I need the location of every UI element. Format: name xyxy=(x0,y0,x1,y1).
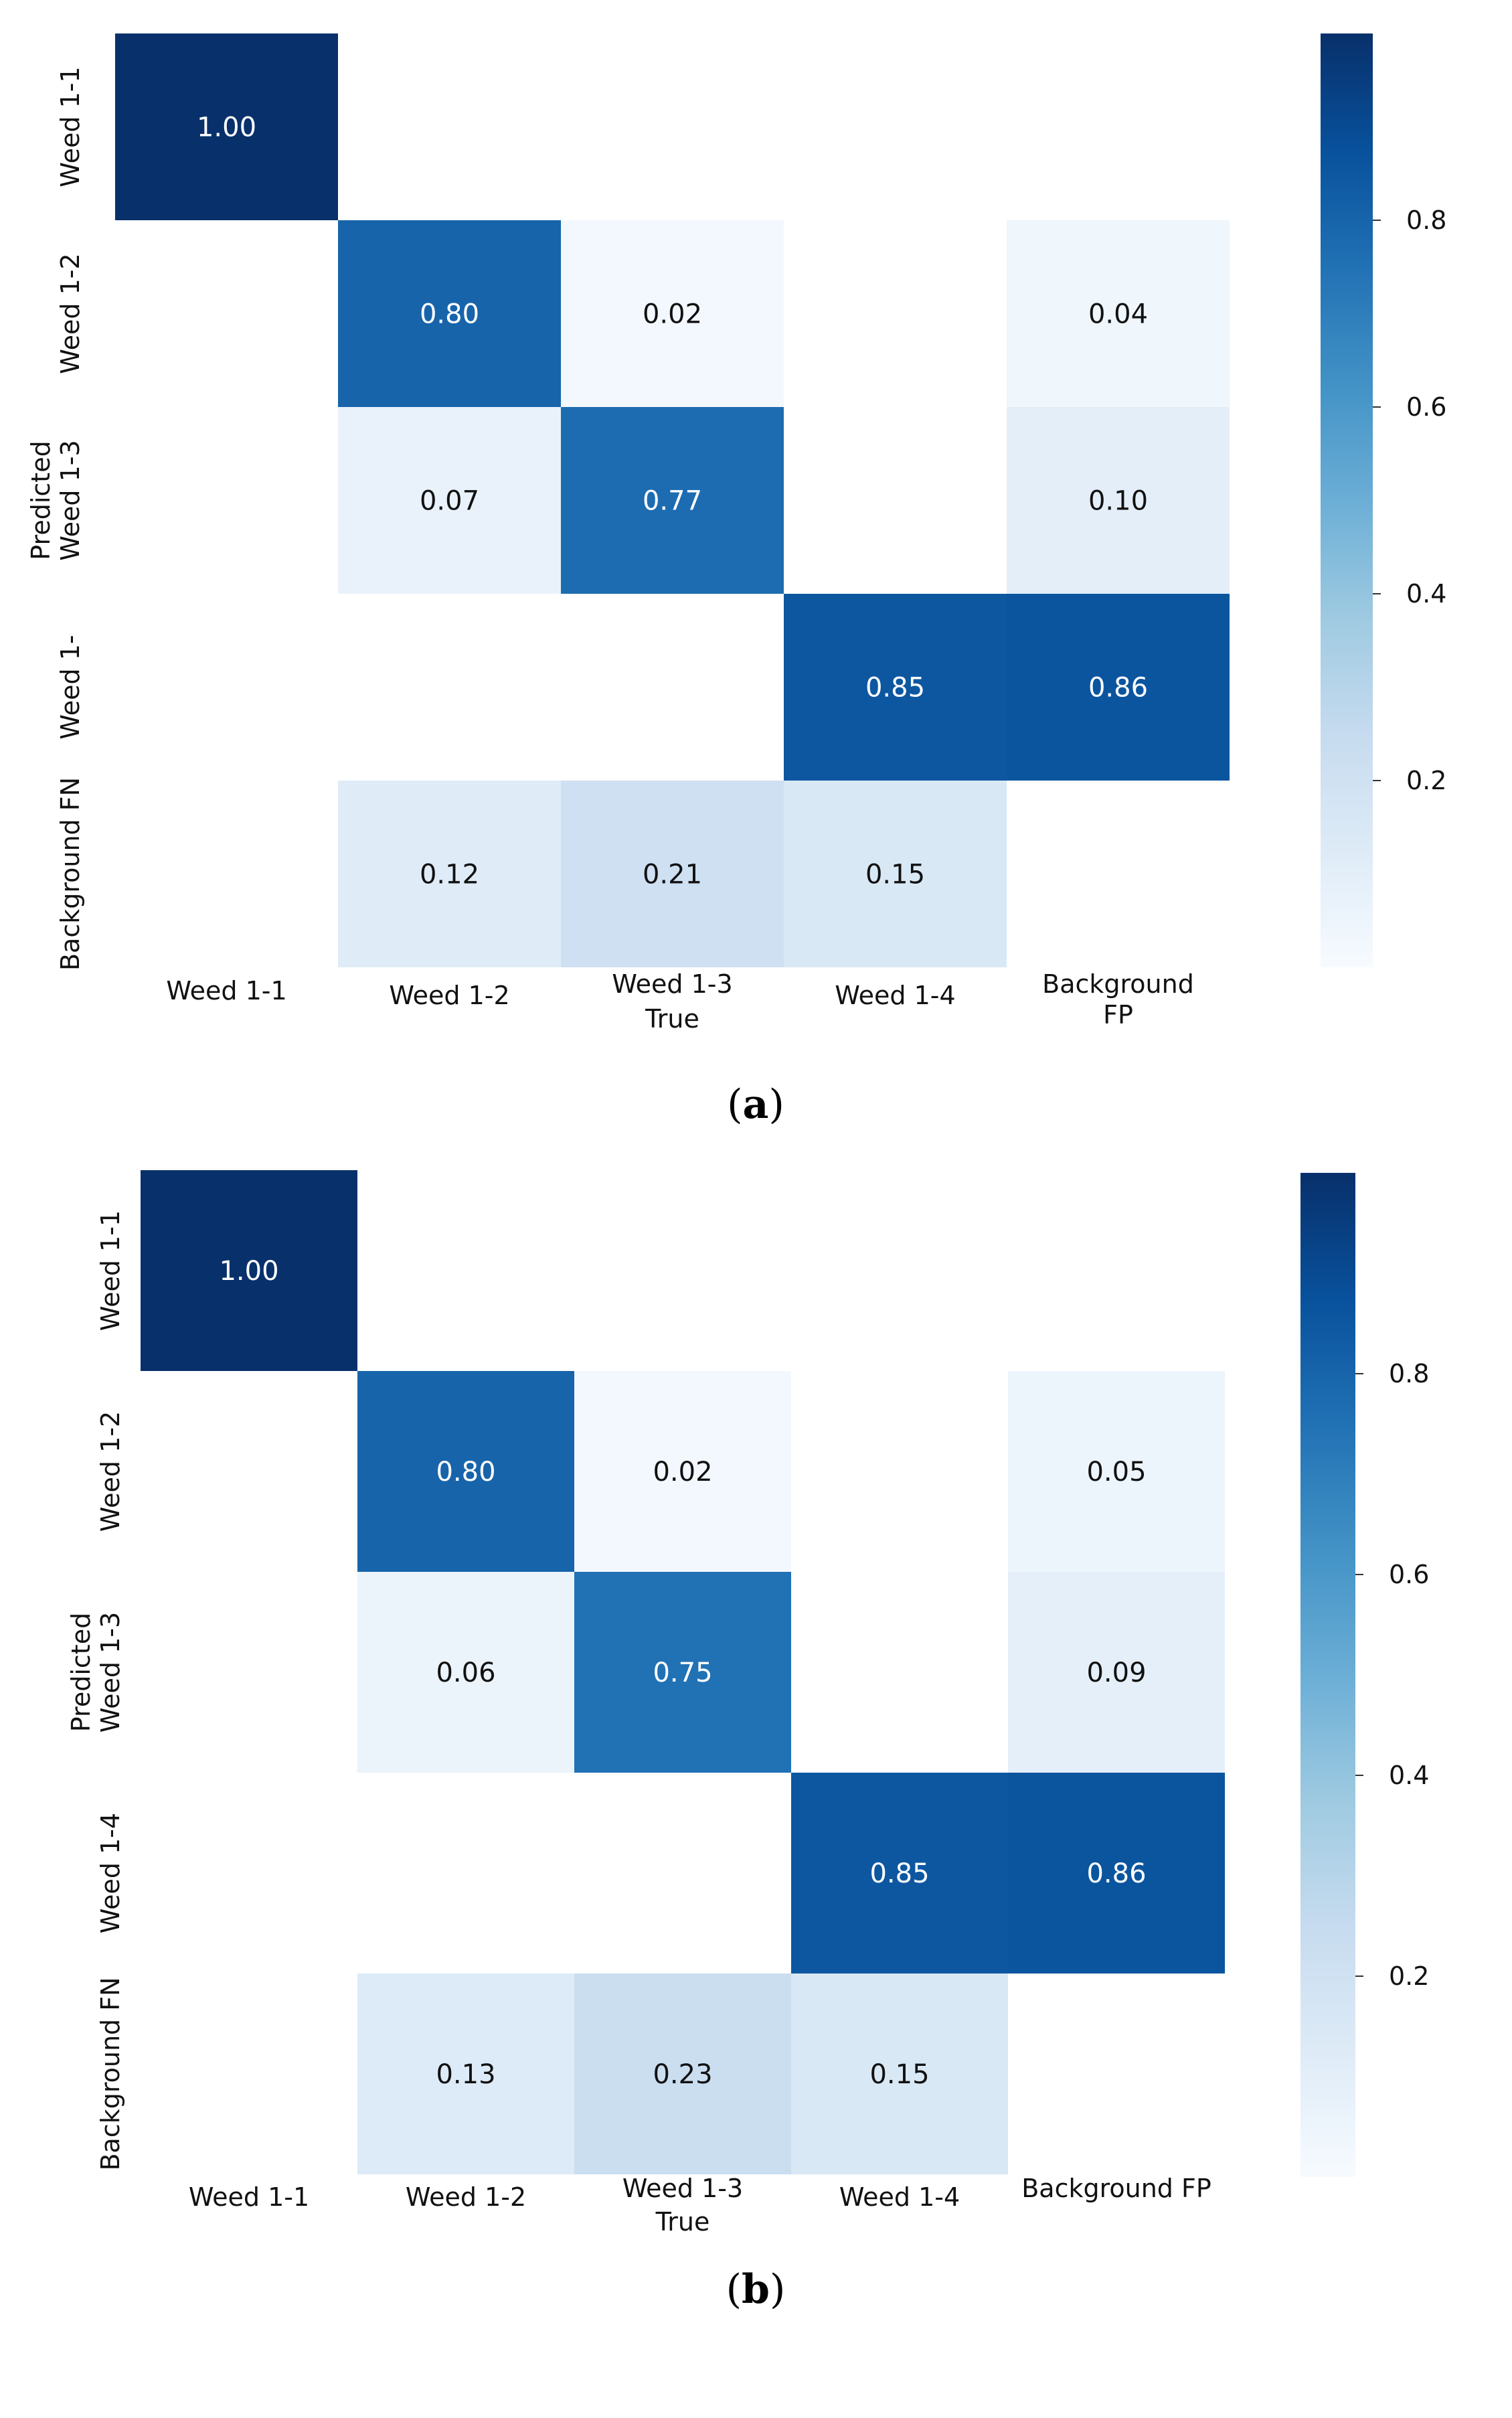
cell-value-label: 0.04 xyxy=(1088,299,1148,330)
y-tick-label: Weed 1-2 xyxy=(56,253,85,374)
heatmap-cell xyxy=(1007,594,1230,781)
cell-value-label: 0.12 xyxy=(420,860,479,890)
caption-close-paren: ) xyxy=(770,2266,785,2313)
heatmap-cell xyxy=(1008,1572,1225,1773)
heatmap-cell xyxy=(791,1773,1008,1973)
colorbar-tick-label: 0.4 xyxy=(1389,1761,1429,1790)
heatmap-cell xyxy=(1008,1773,1225,1973)
cell-value-label: 0.07 xyxy=(420,486,479,517)
heatmap-cell xyxy=(784,781,1007,967)
heatmap-cell xyxy=(791,1973,1008,2174)
x-tick-label: Weed 1-3 xyxy=(622,2174,743,2203)
cell-value-label: 0.06 xyxy=(436,1658,495,1688)
cell-value-label: 0.21 xyxy=(643,860,702,890)
panel-caption: (a) xyxy=(727,1081,784,1128)
caption-letter: b xyxy=(742,2266,770,2313)
cell-value-label: 0.80 xyxy=(420,299,479,330)
cell-value-label: 0.09 xyxy=(1086,1658,1146,1688)
x-tick-label: Weed 1-1 xyxy=(166,976,286,1005)
y-tick-label: Weed 1-1 xyxy=(56,66,85,187)
cell-value-label: 0.85 xyxy=(869,1858,929,1889)
x-tick-label: Weed 1-2 xyxy=(389,981,509,1010)
colorbar-tick-label: 0.2 xyxy=(1389,1961,1429,1991)
colorbar-tick-label: 0.8 xyxy=(1389,1359,1429,1388)
colorbar xyxy=(1300,1173,1355,2177)
heatmap-cell xyxy=(574,1973,791,2174)
cell-value-label: 0.02 xyxy=(643,299,702,330)
heatmap-cell xyxy=(357,1371,574,1572)
x-tick-label: Weed 1-3 xyxy=(612,969,732,999)
x-tick-label: Weed 1-4 xyxy=(839,2182,960,2212)
heatmap-cell xyxy=(561,220,784,407)
heatmap-cell xyxy=(357,1572,574,1773)
cell-value-label: 0.13 xyxy=(436,2059,495,2090)
y-tick-label: Background FN xyxy=(96,1977,125,2170)
cell-value-label: 0.05 xyxy=(1086,1457,1146,1487)
x-axis-label: True xyxy=(645,1004,699,1034)
colorbar-tick-label: 0.6 xyxy=(1406,392,1446,422)
heatmap-cell xyxy=(1007,407,1230,594)
heatmap-cell xyxy=(784,594,1007,781)
y-tick-label: Weed 1-3 xyxy=(56,440,85,560)
colorbar-tick-label: 0.8 xyxy=(1406,206,1446,235)
x-tick-label: Background FP xyxy=(1042,969,1194,1030)
cell-value-label: 0.86 xyxy=(1088,673,1148,704)
cell-value-label: 0.80 xyxy=(436,1457,495,1487)
heatmap-cell xyxy=(561,407,784,594)
x-tick-label: Weed 1-2 xyxy=(406,2182,526,2212)
cell-value-label: 0.23 xyxy=(653,2059,712,2090)
heatmap-cell xyxy=(141,1170,357,1371)
caption-close-paren: ) xyxy=(768,1081,784,1128)
colorbar xyxy=(1321,33,1373,967)
heatmap-cell xyxy=(338,781,561,967)
caption-open-paren: ( xyxy=(727,1081,742,1128)
cell-value-label: 1.00 xyxy=(219,1256,278,1287)
y-tick-label: Background FN xyxy=(56,777,85,971)
x-tick-label: Weed 1-4 xyxy=(835,981,955,1010)
cell-value-label: 0.02 xyxy=(653,1457,712,1487)
y-axis-label: Predicted xyxy=(26,440,56,560)
y-tick-label: Weed 1-4 xyxy=(96,1813,125,1933)
heatmap-cell xyxy=(574,1572,791,1773)
caption-open-paren: ( xyxy=(726,2266,742,2313)
heatmap-cell xyxy=(561,781,784,967)
panel-caption: (b) xyxy=(726,2266,786,2313)
heatmap-cell xyxy=(1008,1371,1225,1572)
cell-value-label: 0.75 xyxy=(653,1658,712,1688)
x-tick-label: Weed 1-1 xyxy=(189,2182,309,2212)
y-tick-label: Weed 1-2 xyxy=(96,1411,125,1532)
heatmap-cell xyxy=(1007,220,1230,407)
cell-value-label: 0.85 xyxy=(865,673,925,704)
caption-letter: a xyxy=(743,1081,769,1128)
confusion-matrix-a: 1.00 0.80 0.02 0.04 0.07 0.77 0.10 0.85 0.86 0.12… xyxy=(26,33,1446,1128)
heatmap-cell xyxy=(574,1371,791,1572)
cell-value-label: 0.86 xyxy=(1086,1858,1146,1889)
heatmap-cell xyxy=(115,33,338,220)
colorbar-tick-label: 0.4 xyxy=(1406,579,1446,609)
x-tick-label: Background FP xyxy=(1021,2174,1211,2203)
cell-value-label: 1.00 xyxy=(197,112,256,143)
heatmap-cell xyxy=(338,220,561,407)
y-axis-label: Predicted xyxy=(66,1613,96,1732)
heatmap-cell xyxy=(357,1973,574,2174)
x-axis-label: True xyxy=(655,2207,710,2237)
colorbar-tick-label: 0.6 xyxy=(1389,1560,1429,1589)
cell-value-label: 0.15 xyxy=(869,2059,929,2090)
cell-value-label: 0.77 xyxy=(643,486,702,517)
heatmap-cell xyxy=(338,407,561,594)
cell-value-label: 0.10 xyxy=(1088,486,1148,517)
y-tick-label: Weed 1-1 xyxy=(96,1210,125,1331)
confusion-matrix-b: 1.00 0.80 0.02 0.05 0.06 0.75 0.09 0.85 0.86 0.13… xyxy=(66,1170,1429,2313)
y-tick-label: Weed 1-3 xyxy=(96,1612,125,1732)
colorbar-tick-label: 0.2 xyxy=(1406,766,1446,795)
y-tick-label: Weed 1- xyxy=(56,635,85,739)
cell-value-label: 0.15 xyxy=(865,860,925,890)
